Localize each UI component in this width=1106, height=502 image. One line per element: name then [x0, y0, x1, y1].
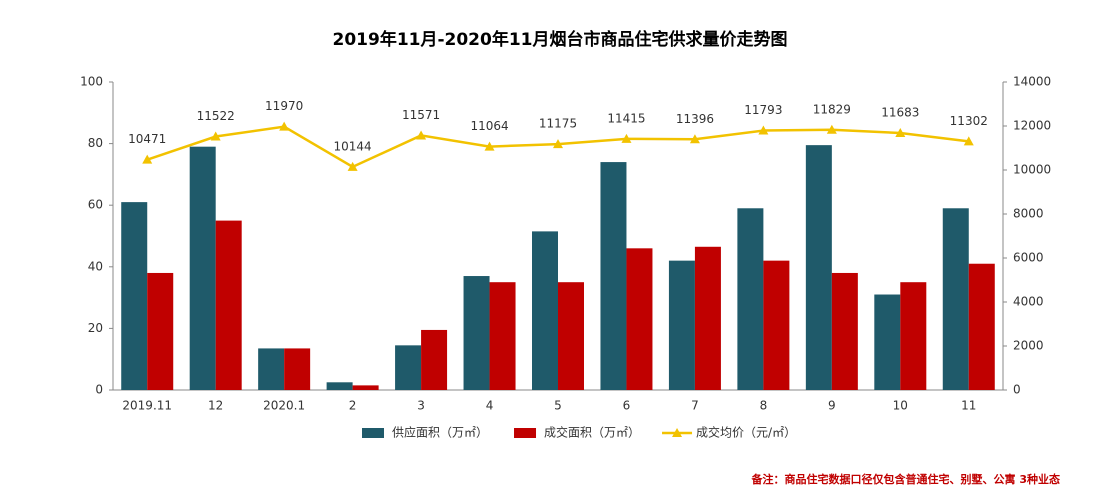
- data-label: 11175: [539, 117, 577, 131]
- line-marker: [621, 133, 632, 143]
- x-tick-label: 2019.11: [122, 399, 172, 413]
- x-tick-label: 9: [828, 399, 836, 413]
- x-tick-label: 4: [486, 399, 494, 413]
- y-tick-label: 60: [88, 198, 103, 212]
- bar: [421, 329, 448, 390]
- bar: [626, 248, 653, 390]
- bar: [121, 202, 148, 390]
- line-marker: [484, 141, 495, 151]
- line-marker: [895, 127, 906, 137]
- bar: [737, 208, 764, 390]
- data-label: 10144: [334, 139, 372, 153]
- bar: [968, 263, 995, 390]
- bar: [668, 260, 695, 390]
- x-tick-label: 6: [623, 399, 631, 413]
- line-marker: [553, 139, 563, 149]
- y-tick-label: 20: [88, 321, 103, 335]
- line-marker: [963, 136, 974, 146]
- line-marker: [689, 134, 700, 144]
- bar: [284, 348, 311, 390]
- legend-swatch: [672, 428, 683, 437]
- x-tick-label: 11: [961, 399, 976, 413]
- bar: [395, 345, 422, 390]
- x-tick-label: 12: [208, 399, 223, 413]
- data-label: 11970: [265, 99, 303, 113]
- bar: [189, 146, 216, 390]
- bar: [147, 272, 174, 390]
- y-tick-label: 0: [95, 383, 103, 397]
- chart-title: 2019年11月-2020年11月烟台市商品住宅供求量价走势图: [333, 29, 788, 50]
- data-label: 11571: [402, 108, 440, 122]
- line-marker: [826, 124, 837, 134]
- data-label: 11683: [881, 105, 919, 119]
- x-tick-label: 3: [417, 399, 425, 413]
- data-label: 11522: [197, 109, 235, 123]
- bar: [463, 276, 490, 390]
- y-tick-label: 100: [80, 75, 103, 89]
- y2-tick-label: 14000: [1013, 75, 1051, 89]
- legend-label: 成交面积（万㎡）: [544, 425, 640, 440]
- legend-label: 供应面积（万㎡）: [392, 425, 488, 440]
- x-tick-label: 2020.1: [263, 399, 305, 413]
- data-label: 11396: [676, 112, 714, 126]
- x-tick-label: 8: [760, 399, 768, 413]
- y2-tick-label: 10000: [1013, 163, 1051, 177]
- bar: [763, 260, 790, 390]
- bar: [215, 220, 242, 390]
- data-label: 11302: [950, 114, 988, 128]
- line-marker: [758, 125, 769, 135]
- data-label: 10471: [128, 132, 166, 146]
- y2-tick-label: 8000: [1013, 207, 1044, 221]
- data-label: 11064: [470, 119, 508, 133]
- note: 备注：商品住宅数据口径仅包含普通住宅、别墅、公寓 3种业态: [751, 472, 1060, 486]
- y-tick-label: 80: [88, 136, 103, 150]
- line-marker: [210, 131, 221, 141]
- bar: [600, 162, 627, 390]
- y2-tick-label: 6000: [1013, 251, 1044, 265]
- bar: [694, 246, 721, 390]
- line-marker: [347, 161, 358, 171]
- x-tick-label: 10: [893, 399, 908, 413]
- legend-label: 成交均价（元/㎡）: [696, 425, 796, 440]
- y2-tick-label: 0: [1013, 383, 1021, 397]
- bar: [532, 231, 558, 390]
- y2-tick-label: 12000: [1013, 119, 1051, 133]
- bar: [874, 294, 901, 390]
- bar: [900, 282, 927, 390]
- line-marker: [279, 121, 290, 131]
- bar: [258, 348, 285, 390]
- data-label: 11793: [744, 103, 782, 117]
- bar: [489, 282, 516, 390]
- line-marker: [142, 154, 153, 164]
- bar: [942, 208, 969, 390]
- data-label: 11415: [607, 111, 645, 125]
- legend-swatch: [362, 428, 384, 438]
- bar: [558, 282, 584, 390]
- y2-tick-label: 2000: [1013, 339, 1044, 353]
- bar: [326, 382, 353, 390]
- bar: [831, 272, 858, 390]
- x-tick-label: 2: [349, 399, 357, 413]
- x-tick-label: 5: [554, 399, 562, 413]
- y2-tick-label: 4000: [1013, 295, 1044, 309]
- data-label: 11829: [813, 102, 851, 116]
- line-marker: [416, 130, 427, 140]
- x-tick-label: 7: [691, 399, 699, 413]
- bar: [352, 385, 379, 390]
- bar: [805, 145, 832, 390]
- legend-swatch: [514, 428, 537, 438]
- y-tick-label: 40: [88, 259, 103, 273]
